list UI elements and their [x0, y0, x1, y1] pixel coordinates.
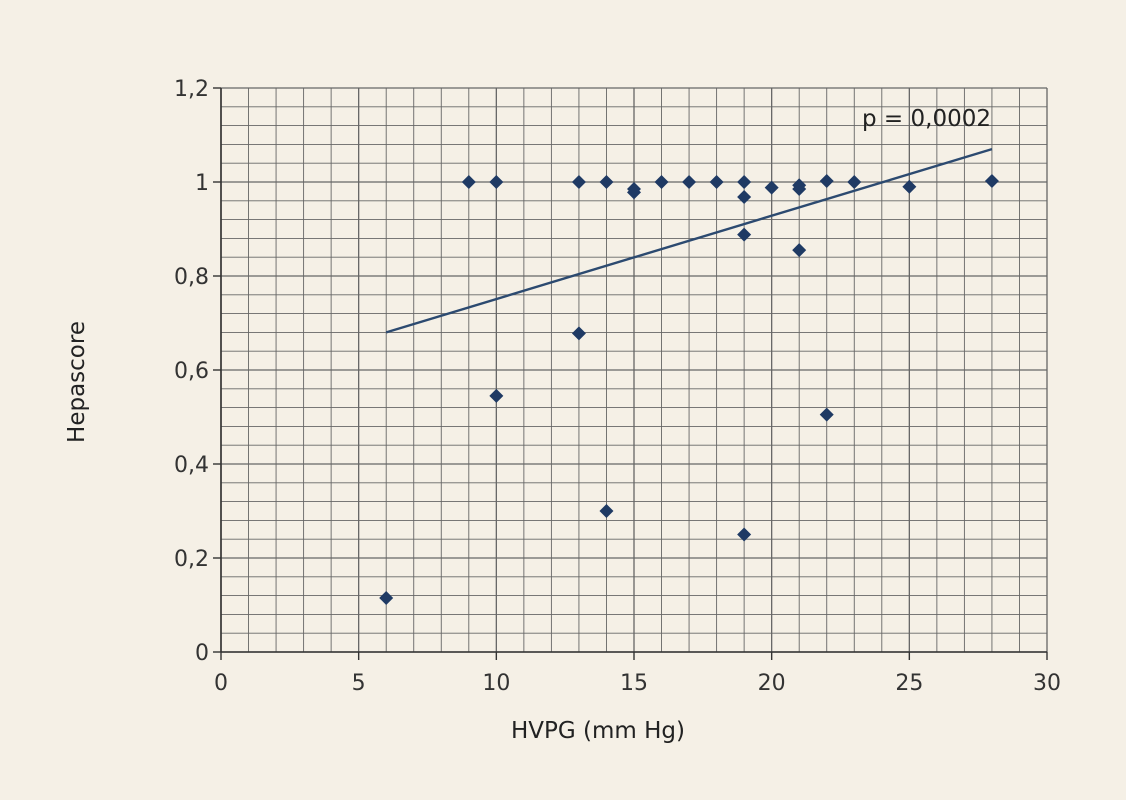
x-tick-label: 30 — [1033, 671, 1061, 696]
data-point — [737, 190, 752, 205]
data-point — [571, 326, 586, 341]
x-tick-label: 15 — [620, 671, 648, 696]
data-point — [737, 527, 752, 542]
trendline-group — [385, 147, 993, 334]
data-point — [379, 590, 394, 605]
data-point — [682, 175, 697, 189]
data-point — [489, 388, 504, 403]
data-point — [984, 174, 999, 189]
axes — [213, 87, 1048, 660]
data-point — [599, 175, 614, 189]
tick-labels: 0 5 10 15 20 25 30 0 0,2 0,4 0,6 0,8 1 1,2 — [174, 77, 1061, 696]
y-tick-label: 0,8 — [174, 265, 209, 290]
y-tick-label: 0,2 — [174, 547, 209, 572]
trendline — [385, 147, 993, 334]
data-point — [902, 179, 917, 194]
data-point — [599, 504, 614, 518]
data-point — [654, 175, 669, 189]
data-point — [627, 185, 641, 200]
data-point — [819, 407, 834, 422]
y-tick-label: 0,4 — [174, 453, 209, 478]
p-value-annotation: p = 0,0002 — [862, 106, 991, 132]
y-tick-label: 0 — [195, 641, 209, 666]
y-tick-label: 0,6 — [174, 359, 209, 384]
data-point — [847, 175, 862, 189]
data-point — [571, 175, 586, 189]
y-axis-title: Hepascore — [64, 321, 90, 443]
major-gridlines — [220, 87, 1048, 653]
data-point — [737, 227, 752, 242]
data-point — [709, 175, 724, 189]
x-tick-label: 5 — [352, 671, 366, 696]
data-point — [764, 180, 779, 195]
data-point — [819, 174, 834, 189]
x-axis-title: HVPG (mm Hg) — [511, 718, 685, 744]
data-point — [489, 175, 504, 189]
x-tick-label: 20 — [758, 671, 786, 696]
x-tick-label: 0 — [214, 671, 228, 696]
y-tick-label: 1 — [195, 171, 209, 196]
data-points — [379, 174, 999, 605]
y-tick-label: 1,2 — [174, 77, 209, 102]
data-point — [461, 175, 476, 189]
x-tick-label: 25 — [895, 671, 923, 696]
data-point — [792, 182, 807, 197]
x-tick-label: 10 — [482, 671, 510, 696]
data-point — [737, 175, 752, 189]
data-point — [792, 243, 807, 258]
